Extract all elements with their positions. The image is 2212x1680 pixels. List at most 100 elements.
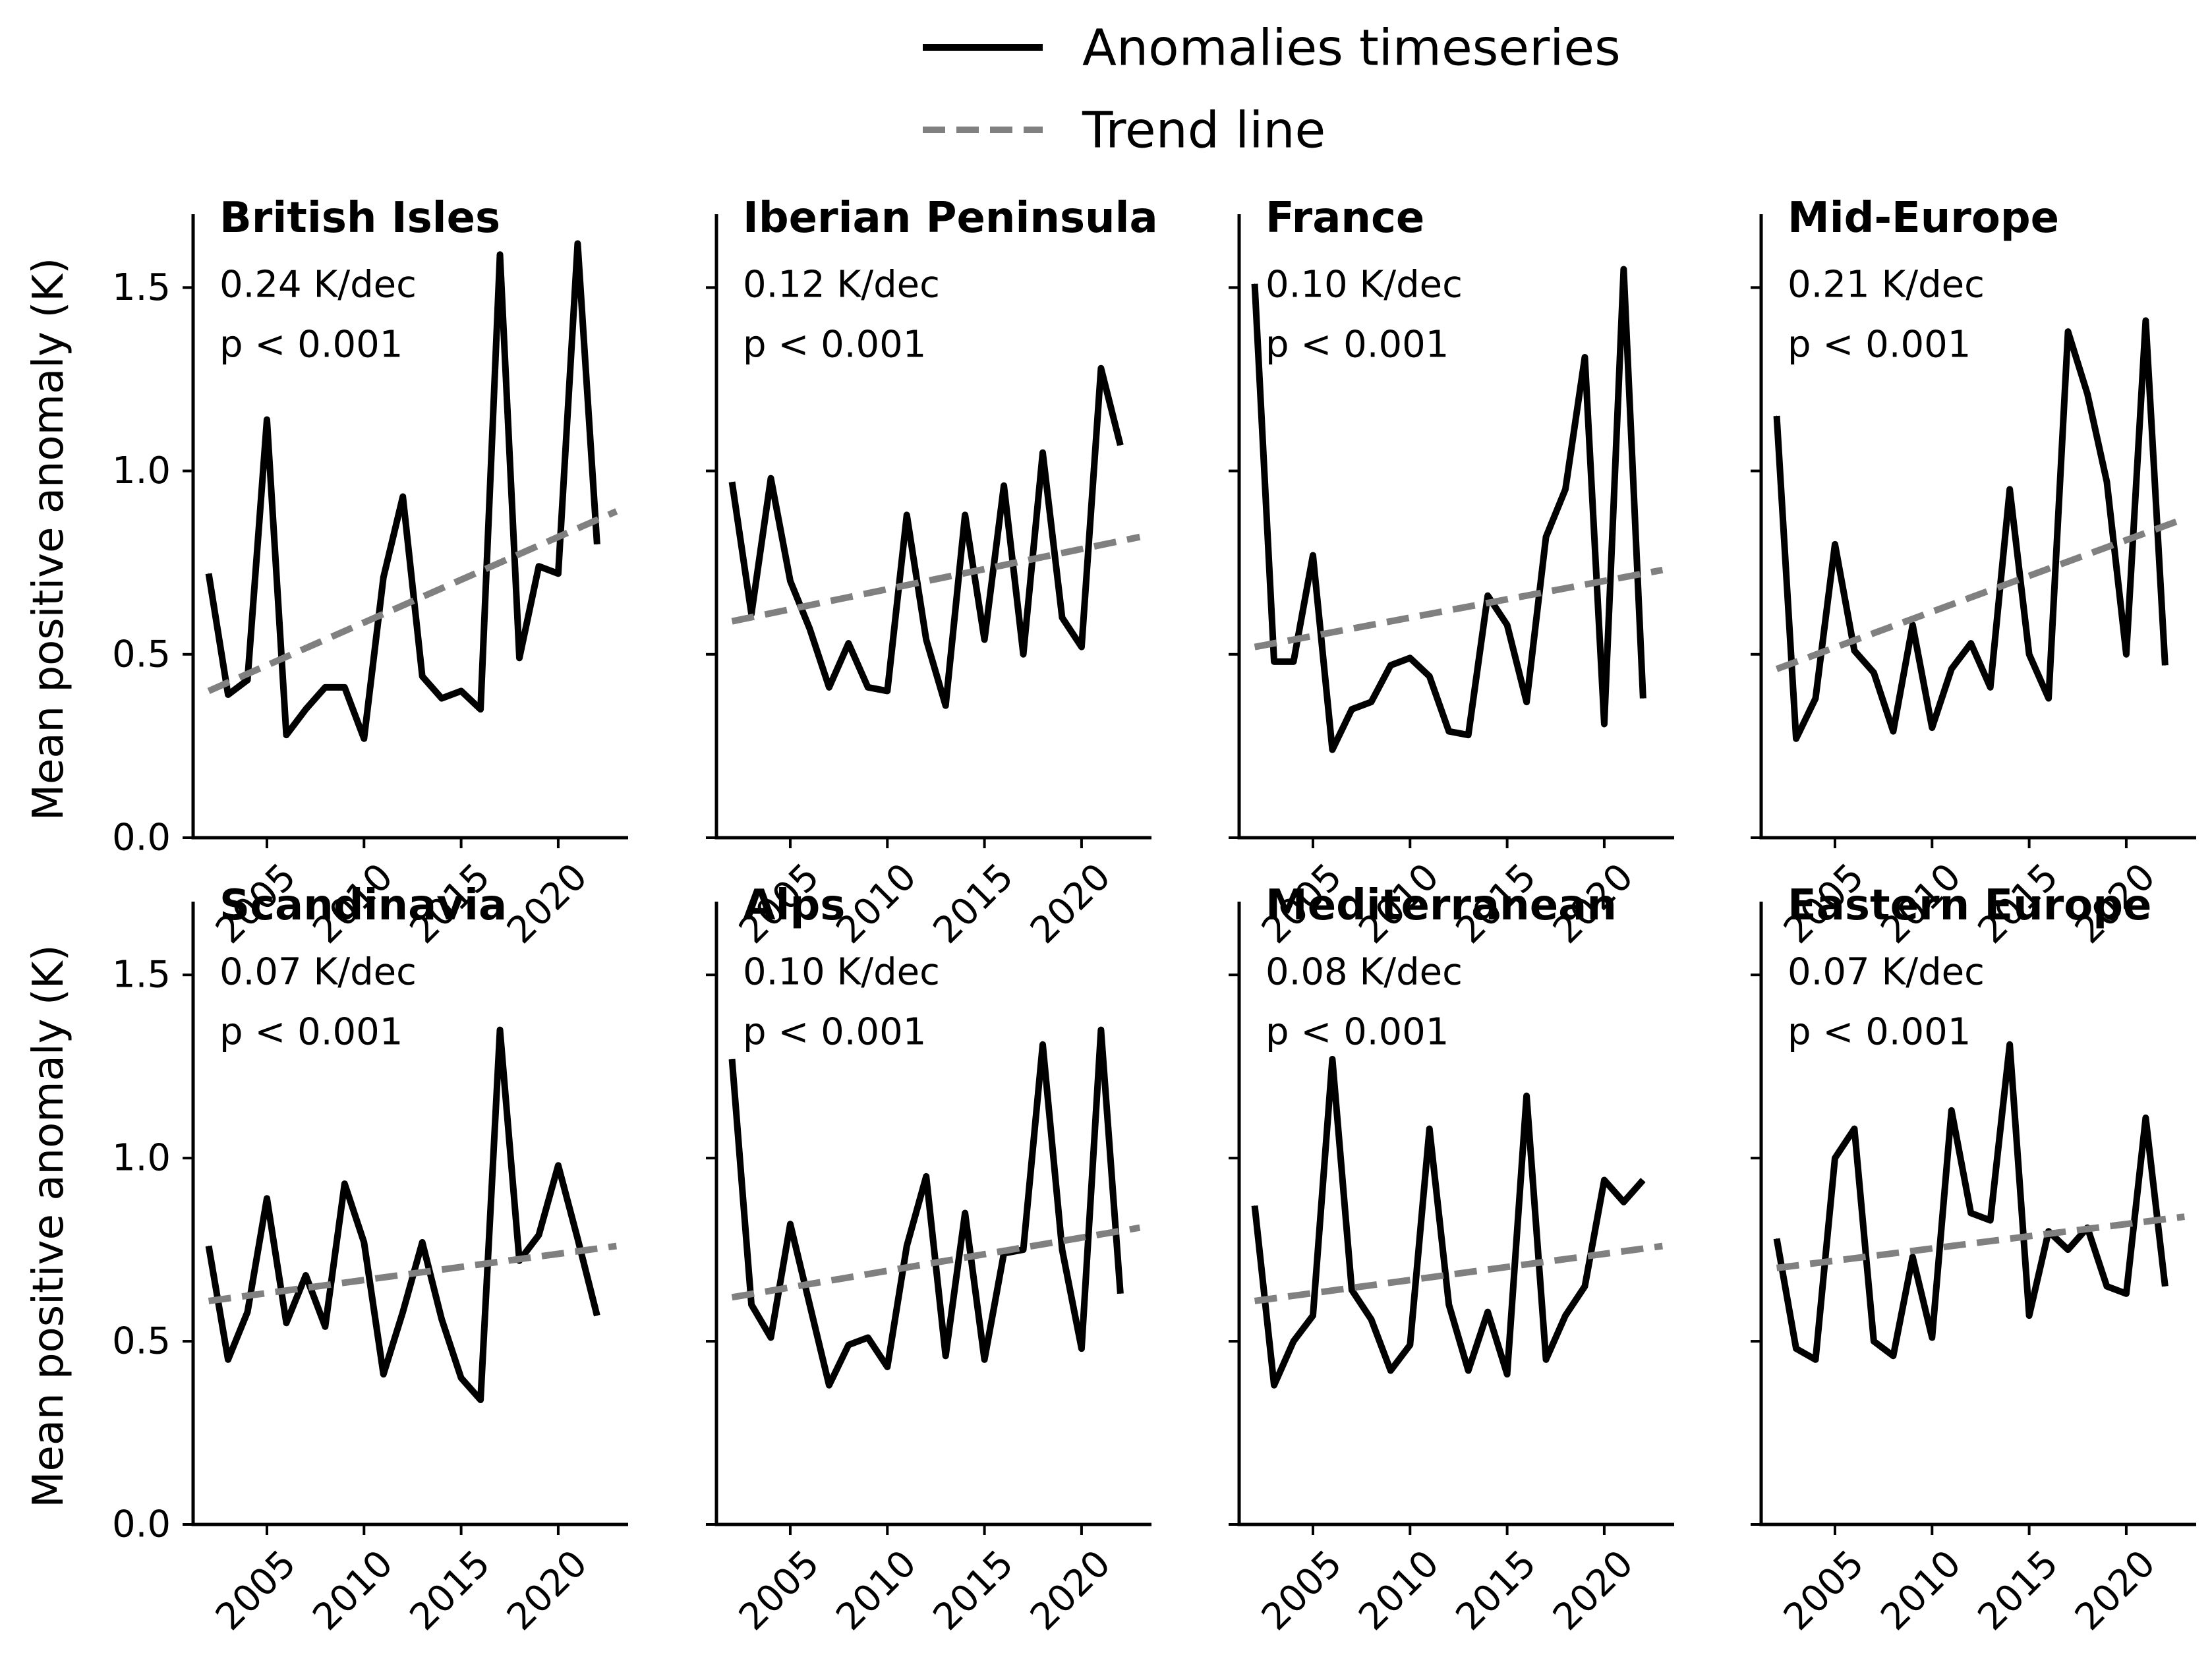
data-point bbox=[809, 628, 810, 629]
p-value-annotation: p < 0.001 bbox=[219, 324, 403, 366]
data-point bbox=[1623, 268, 1624, 270]
data-point bbox=[984, 1359, 985, 1360]
panel-title: Mediterranean bbox=[1266, 881, 1617, 930]
data-point bbox=[305, 1275, 306, 1276]
series-anomalies-line bbox=[728, 1026, 1124, 1389]
x-tick-label: 2015 bbox=[1448, 1542, 1545, 1639]
data-point bbox=[1990, 1220, 1991, 1221]
panel-title: France bbox=[1266, 194, 1424, 243]
panel-scandinavia: 0.0 0.5 1.0 1.5 2005 2010 2015 2020 Mean positiv… bbox=[24, 881, 628, 1639]
series-anomalies-line bbox=[1251, 1056, 1646, 1389]
data-point bbox=[480, 709, 481, 710]
trend-line bbox=[731, 533, 1141, 625]
trend-value-annotation: 0.07 K/dec bbox=[1788, 951, 1985, 994]
data-point bbox=[577, 1238, 578, 1239]
panel-title: British Isles bbox=[219, 194, 500, 243]
data-point bbox=[945, 705, 946, 707]
data-point bbox=[1873, 1341, 1875, 1342]
p-value-annotation: p < 0.001 bbox=[1266, 324, 1449, 366]
data-point bbox=[1834, 1157, 1836, 1159]
x-tick-label: 2020 bbox=[2067, 1542, 2164, 1639]
data-point bbox=[1331, 749, 1333, 750]
panel-title: Alps bbox=[743, 881, 845, 930]
data-point bbox=[1429, 676, 1430, 677]
data-point bbox=[1776, 1238, 1778, 1239]
y-tick-label: 0.0 bbox=[112, 1503, 171, 1546]
data-point bbox=[1565, 488, 1566, 490]
series-anomalies-line bbox=[205, 1026, 600, 1403]
panel-mediterranean: 2005 2010 2015 2020 Mediterranean 0.08 K/dec p… bbox=[1229, 881, 1674, 1639]
y-tick-label: 1.0 bbox=[112, 1137, 171, 1180]
y-tick-label: 0.5 bbox=[112, 1320, 171, 1363]
legend: Anomalies timeseries Trend line bbox=[923, 18, 1621, 159]
data-point bbox=[1931, 1337, 1933, 1338]
panel-title: Scandinavia bbox=[219, 881, 507, 930]
p-value-annotation: p < 0.001 bbox=[743, 1011, 926, 1054]
data-point bbox=[1468, 1370, 1469, 1372]
data-point bbox=[867, 1337, 869, 1338]
data-point bbox=[266, 1198, 268, 1199]
trend-line bbox=[1254, 1242, 1663, 1304]
data-point bbox=[1120, 445, 1121, 446]
data-point bbox=[1273, 661, 1275, 662]
data-point bbox=[1351, 709, 1353, 710]
data-point bbox=[1370, 701, 1372, 703]
data-point bbox=[1081, 1348, 1082, 1349]
data-point bbox=[1892, 731, 1894, 732]
x-tick-label: 2005 bbox=[208, 1542, 305, 1639]
data-point bbox=[1815, 698, 1816, 699]
data-point bbox=[577, 243, 578, 245]
data-point bbox=[538, 565, 539, 567]
data-point bbox=[208, 573, 210, 574]
trend-line bbox=[731, 1224, 1141, 1301]
data-point bbox=[1795, 738, 1797, 739]
data-point bbox=[1776, 415, 1778, 417]
trend-value-annotation: 0.24 K/dec bbox=[219, 264, 417, 306]
p-value-annotation: p < 0.001 bbox=[219, 1011, 403, 1054]
data-point bbox=[1468, 734, 1469, 736]
data-point bbox=[1331, 1058, 1333, 1060]
data-point bbox=[848, 643, 849, 644]
p-value-annotation: p < 0.001 bbox=[1788, 324, 1971, 366]
trend-value-annotation: 0.12 K/dec bbox=[743, 264, 940, 306]
data-point bbox=[266, 419, 268, 420]
panel-alps: 2005 2010 2015 2020 Alps 0.10 K/dec p < 0.001 bbox=[706, 881, 1151, 1639]
data-point bbox=[1293, 1341, 1294, 1342]
series-anomalies-line bbox=[205, 240, 600, 742]
data-point bbox=[1429, 1128, 1430, 1130]
data-point bbox=[887, 1366, 888, 1368]
y-axis-label: Mean positive anomaly (K) bbox=[24, 944, 73, 1508]
data-point bbox=[1120, 1293, 1121, 1294]
data-point bbox=[1951, 1110, 1952, 1111]
x-tick-label: 2015 bbox=[402, 1542, 499, 1639]
data-point bbox=[383, 1374, 384, 1375]
data-point bbox=[809, 1304, 810, 1305]
data-point bbox=[1390, 664, 1391, 666]
legend-series-label: Anomalies timeseries bbox=[1082, 18, 1621, 77]
x-tick-label: 2010 bbox=[828, 1542, 925, 1639]
panel-title: Iberian Peninsula bbox=[743, 194, 1158, 243]
data-point bbox=[2087, 393, 2088, 395]
data-point bbox=[227, 694, 229, 695]
y-tick-label: 0.5 bbox=[112, 633, 171, 676]
panel-eastern-europe: 2005 2010 2015 2020 Eastern Europe 0.07 K/dec… bbox=[1751, 881, 2196, 1639]
y-axis-label: Mean positive anomaly (K) bbox=[24, 258, 73, 821]
series-anomalies-line bbox=[1773, 317, 2168, 742]
trend-value-annotation: 0.07 K/dec bbox=[219, 951, 417, 994]
series-anomalies-line bbox=[728, 364, 1124, 709]
data-point bbox=[227, 1359, 229, 1360]
panel-title: Mid-Europe bbox=[1788, 194, 2059, 243]
trend-line bbox=[208, 1242, 617, 1304]
trend-value-annotation: 0.10 K/dec bbox=[1266, 264, 1463, 306]
data-point bbox=[1951, 668, 1952, 670]
y-tick-label: 0.0 bbox=[112, 817, 171, 859]
x-tick-label: 2015 bbox=[925, 1542, 1022, 1639]
x-tick-label: 2020 bbox=[1545, 1542, 1642, 1639]
x-tick-label: 2015 bbox=[1970, 1542, 2067, 1639]
y-tick-label: 1.5 bbox=[112, 954, 171, 997]
data-point bbox=[2145, 1117, 2146, 1118]
trend-line bbox=[1254, 566, 1664, 651]
